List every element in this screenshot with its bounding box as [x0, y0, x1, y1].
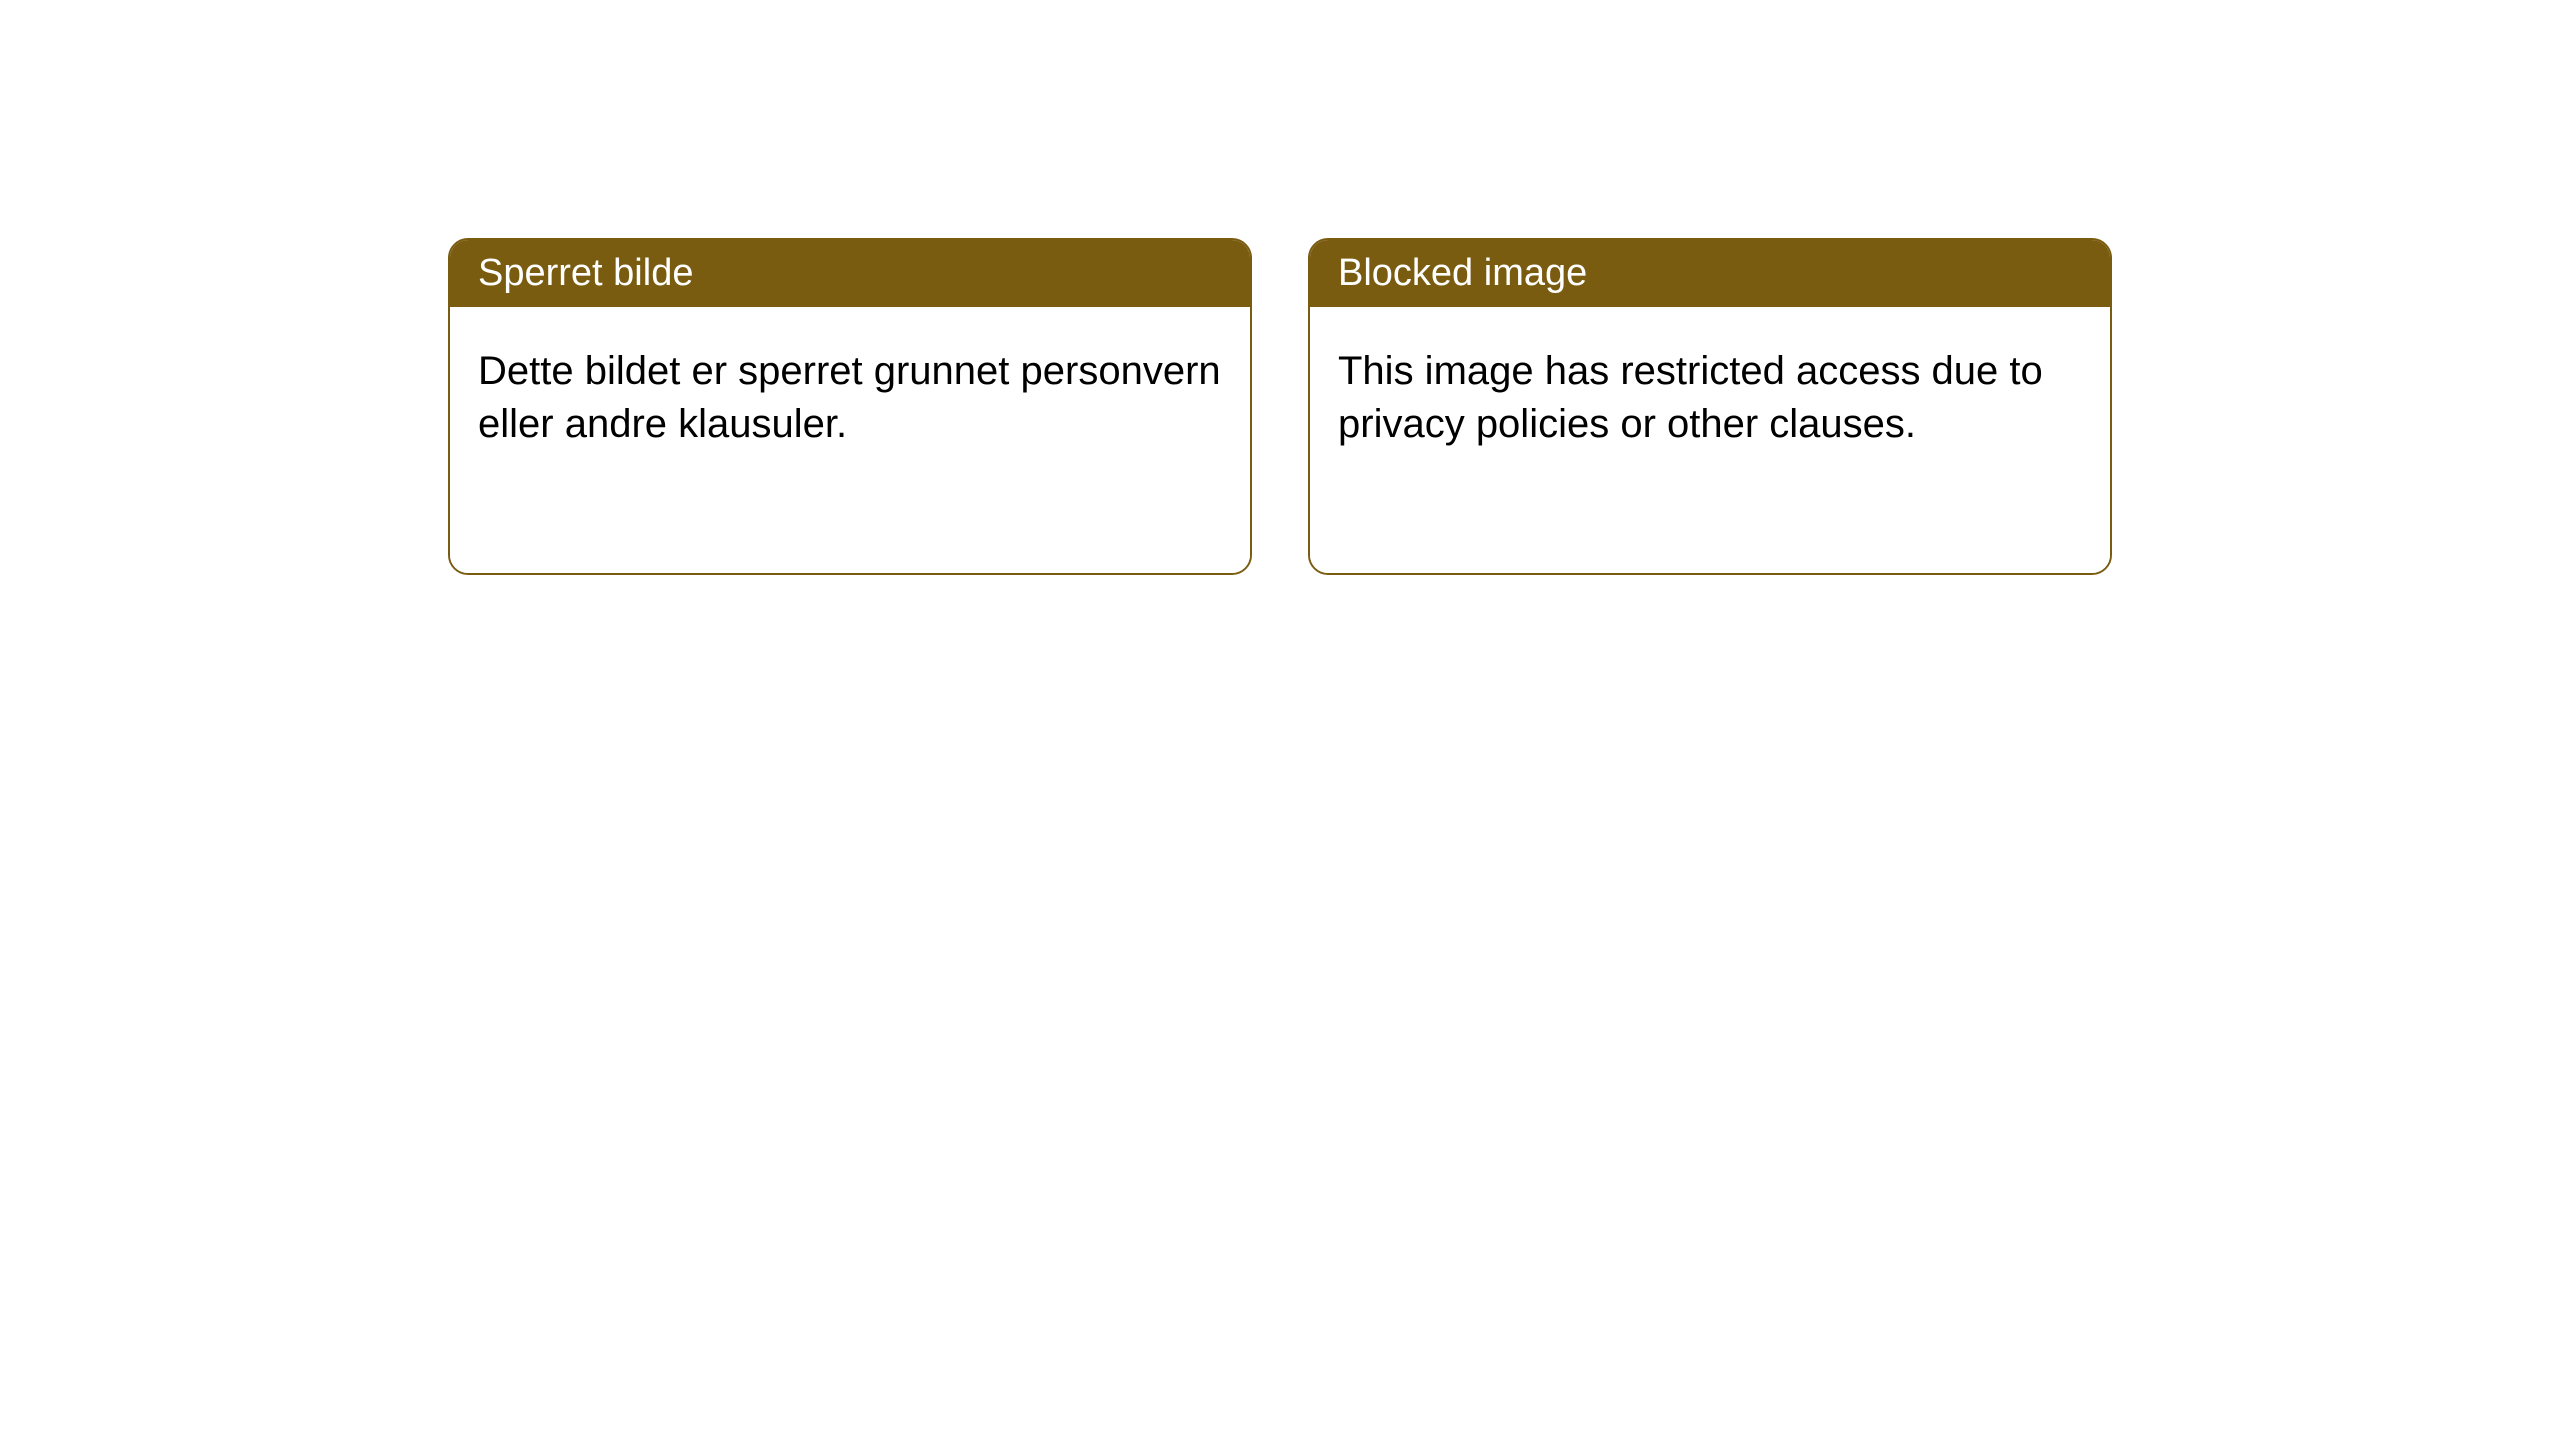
card-title-no: Sperret bilde: [478, 252, 693, 294]
blocked-image-card-en: Blocked image This image has restricted …: [1308, 238, 2112, 575]
card-title-en: Blocked image: [1338, 252, 1587, 294]
blocked-image-cards: Sperret bilde Dette bildet er sperret gr…: [448, 238, 2112, 575]
card-body-no: Dette bildet er sperret grunnet personve…: [450, 307, 1250, 573]
blocked-image-card-no: Sperret bilde Dette bildet er sperret gr…: [448, 238, 1252, 575]
card-message-no: Dette bildet er sperret grunnet personve…: [478, 345, 1222, 451]
card-header-en: Blocked image: [1310, 240, 2110, 307]
card-body-en: This image has restricted access due to …: [1310, 307, 2110, 573]
card-header-no: Sperret bilde: [450, 240, 1250, 307]
card-message-en: This image has restricted access due to …: [1338, 345, 2082, 451]
